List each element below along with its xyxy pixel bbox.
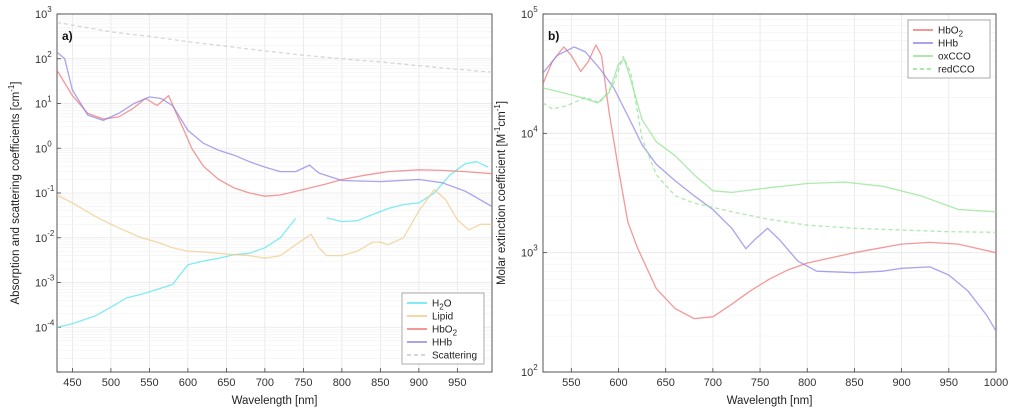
y-axis-label: Molar extinction coefficient [M-1cm-1] (493, 101, 508, 285)
x-tick-label: 950 (940, 377, 958, 389)
series-line (543, 46, 996, 332)
x-tick-label: 800 (798, 377, 816, 389)
series-line (57, 21, 492, 73)
series-group (57, 21, 492, 328)
series-line (57, 70, 492, 197)
x-tick-label: 750 (294, 377, 312, 389)
x-tick-label: 500 (102, 377, 120, 389)
chart-panel-b: 550 600 650 700 750 800 850 900 950 1000 102 103 104… (493, 5, 1008, 407)
y-tick-label: 10-4 (35, 318, 55, 334)
legend-entry: redCCO (938, 65, 975, 76)
series-line (326, 161, 489, 223)
series-line (543, 44, 996, 320)
panel-label: a) (62, 29, 73, 43)
x-tick-label: 800 (333, 377, 351, 389)
y-axis-label: Absorption and scattering coefficients [… (7, 82, 22, 305)
series-line (57, 188, 492, 259)
chart-panel-a: 450 500 550 600 650 700 750 800 850 900 950 10-4 10-… (7, 5, 493, 407)
legend-entry: HHb (938, 39, 958, 50)
series-line (57, 51, 492, 208)
legend-entry: HbO2 (938, 26, 964, 39)
y-tick-label: 104 (521, 124, 538, 140)
x-tick-label: 750 (751, 377, 769, 389)
x-tick-label: 600 (609, 377, 627, 389)
x-tick-label: 850 (371, 377, 389, 389)
y-tick-label: 10-2 (35, 229, 55, 245)
plot-frame (542, 13, 997, 373)
legend-entry: Scattering (432, 351, 477, 362)
legend-entry: oxCCO (938, 52, 971, 63)
y-tick-label: 102 (521, 363, 538, 379)
series-line (543, 58, 996, 213)
x-tick-label: 650 (657, 377, 675, 389)
panel-label: b) (548, 29, 559, 43)
y-tick-label: 102 (35, 50, 52, 66)
legend-entry: HbO2 (432, 325, 458, 338)
x-tick-label: 650 (217, 377, 235, 389)
x-tick-label: 550 (140, 377, 158, 389)
x-tick-label: 550 (562, 377, 580, 389)
x-axis-label: Wavelength [nm] (727, 395, 813, 407)
grid (543, 13, 997, 373)
y-tick-label: 105 (521, 5, 538, 21)
x-tick-label: 600 (179, 377, 197, 389)
legend-entry: HHb (432, 338, 452, 349)
x-tick-label: 950 (448, 377, 466, 389)
y-tick-label: 100 (35, 139, 52, 155)
x-tick-label: 700 (256, 377, 274, 389)
x-tick-label: 850 (845, 377, 863, 389)
y-tick-label: 10-3 (35, 274, 55, 290)
y-tick-label: 103 (521, 244, 538, 260)
y-tick-label: 103 (35, 5, 52, 21)
x-axis-label: Wavelength [nm] (232, 395, 318, 407)
y-tick-label: 101 (35, 95, 52, 111)
series-group (543, 44, 996, 332)
y-tick-label: 10-1 (35, 184, 55, 200)
series-line (543, 55, 996, 233)
legend-entry: Lipid (432, 312, 453, 323)
legend-entry: H2O (432, 299, 452, 312)
x-tick-label: 700 (704, 377, 722, 389)
x-tick-label: 900 (410, 377, 428, 389)
series-line (57, 217, 297, 328)
x-tick-label: 900 (892, 377, 910, 389)
x-tick-label: 450 (63, 377, 81, 389)
x-tick-label: 1000 (984, 377, 1008, 389)
